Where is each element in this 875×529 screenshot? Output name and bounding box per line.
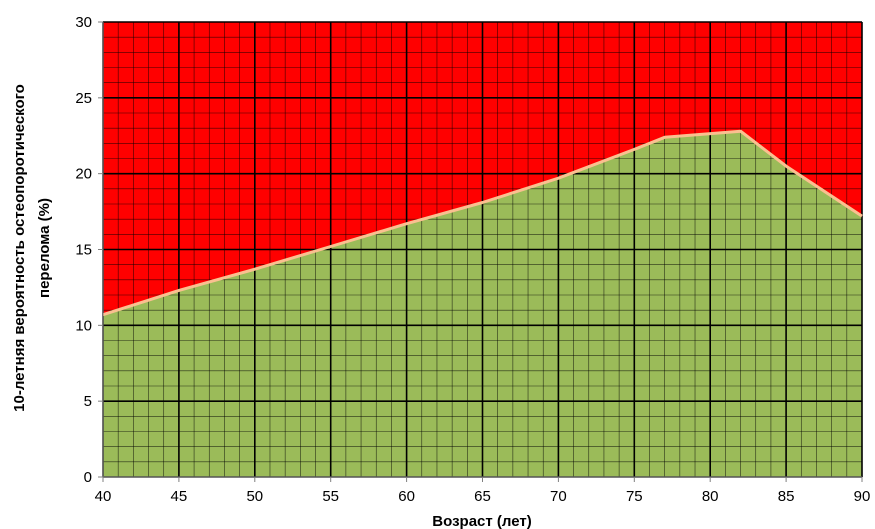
y-tick-label: 10 bbox=[75, 317, 92, 334]
y-tick-label: 25 bbox=[75, 90, 92, 107]
x-axis-title: Возраст (лет) bbox=[432, 513, 531, 529]
x-tick-label: 55 bbox=[322, 488, 339, 505]
x-tick-label: 85 bbox=[778, 488, 795, 505]
y-tick-label: 15 bbox=[75, 242, 92, 259]
x-tick-label: 45 bbox=[171, 488, 188, 505]
x-tick-label: 70 bbox=[550, 488, 567, 505]
x-tick-label: 40 bbox=[95, 488, 112, 505]
y-axis-title-line-1: 10-летняя вероятность остеопоротического bbox=[11, 84, 28, 412]
y-tick-label: 30 bbox=[75, 14, 92, 31]
x-tick-label: 50 bbox=[246, 488, 263, 505]
axes: 40 45 50 55 60 65 70 75 80 85 90 0 5 10 15 20 25 30 bbox=[75, 14, 870, 505]
plot-area bbox=[102, 21, 863, 478]
threshold-line bbox=[102, 129, 863, 317]
x-tick-label: 60 bbox=[398, 488, 415, 505]
y-axis-title-line-2: перелома (%) bbox=[36, 198, 53, 298]
x-tick-label: 65 bbox=[474, 488, 491, 505]
y-tick-label: 0 bbox=[84, 469, 92, 486]
y-tick-label: 5 bbox=[84, 393, 92, 410]
x-tick-label: 80 bbox=[702, 488, 719, 505]
x-tick-label: 90 bbox=[854, 488, 871, 505]
y-tick-label: 20 bbox=[75, 166, 92, 183]
x-tick-label: 75 bbox=[626, 488, 643, 505]
